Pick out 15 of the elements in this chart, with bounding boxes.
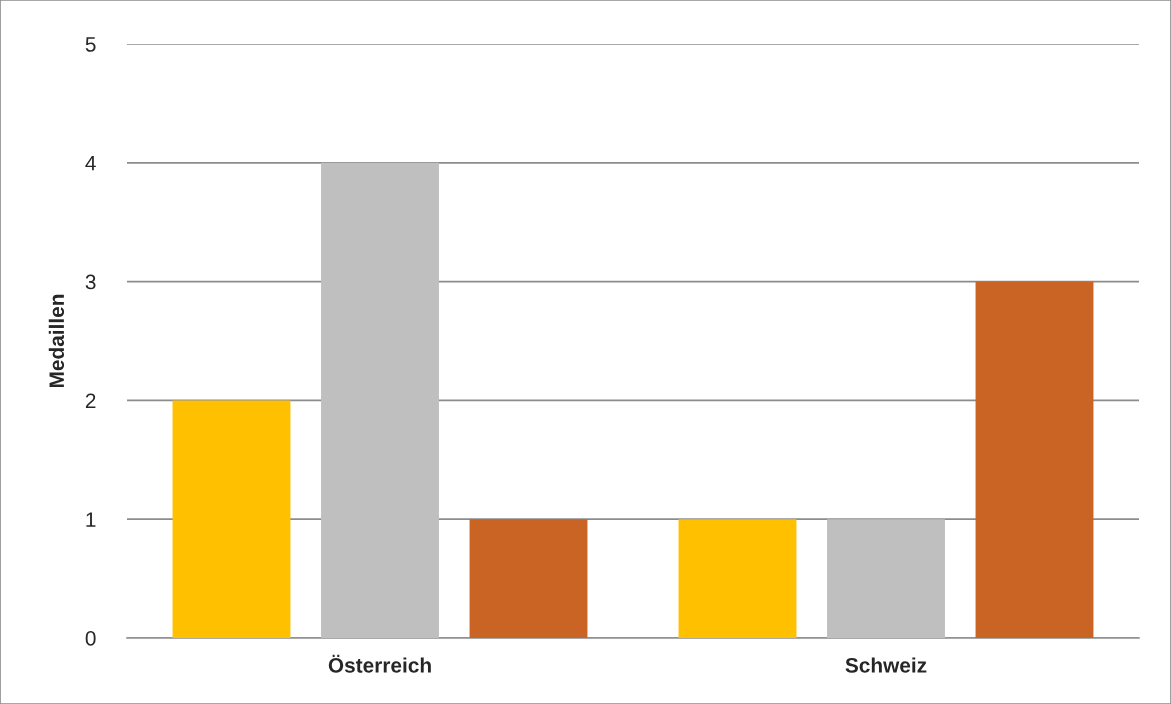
y-axis-title: Medaillen <box>48 294 65 388</box>
bar <box>172 400 291 638</box>
bar <box>678 519 797 638</box>
y-tick-label: 0 <box>85 631 96 646</box>
bar <box>975 281 1094 638</box>
y-tick-label: 4 <box>85 156 96 171</box>
y-tick-label: 1 <box>86 512 96 527</box>
y-tick-label: 5 <box>85 37 96 52</box>
bar <box>321 162 439 638</box>
y-tick-label: 3 <box>85 274 96 290</box>
x-tick-label: Schweiz <box>845 657 927 673</box>
y-tick-label: 2 <box>85 393 96 408</box>
bar <box>827 519 945 638</box>
bar <box>469 519 588 638</box>
x-tick-label: Österreich <box>328 654 431 673</box>
